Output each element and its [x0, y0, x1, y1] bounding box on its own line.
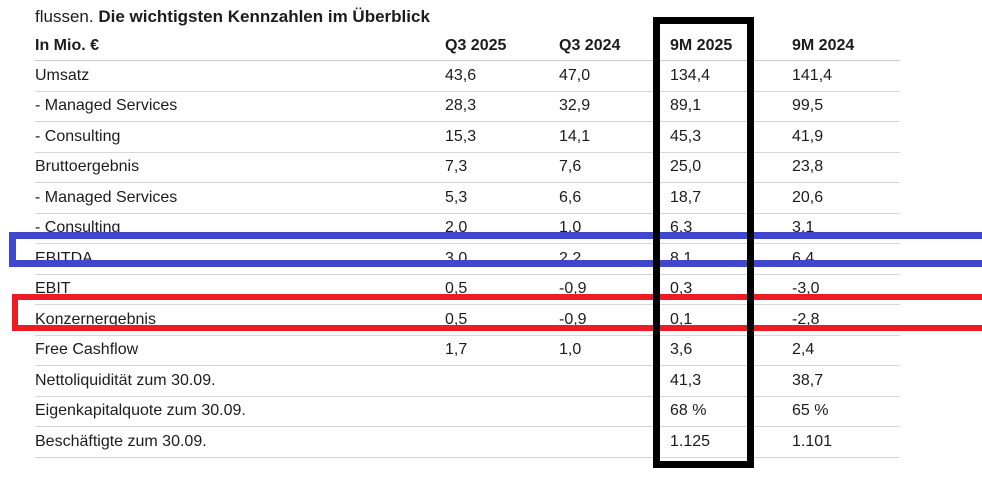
row-label: - Managed Services — [35, 97, 178, 115]
cell-value: 2,2 — [559, 249, 582, 267]
cell-value: 15,3 — [445, 127, 477, 145]
column-header-q3-2025: Q3 2025 — [445, 37, 507, 54]
column-header-9m-2024: 9M 2024 — [792, 37, 855, 54]
table-row: Nettoliquidität zum 30.09. 41,3 38,7 — [35, 366, 900, 397]
table-heading: Die wichtigsten Kennzahlen im Überblick — [98, 7, 430, 26]
table-body: Umsatz 43,6 47,0 134,4 141,4 - Managed Servic… — [35, 61, 900, 458]
cell-value: 6,4 — [792, 249, 815, 267]
row-label: Free Cashflow — [35, 341, 139, 359]
cell-value: 0,3 — [670, 280, 693, 298]
cell-value: 1.101 — [792, 432, 833, 450]
table-row: - Consulting 15,3 14,1 45,3 41,9 — [35, 122, 900, 153]
table-header-row: In Mio. € Q3 2025 Q3 2024 9M 2025 9M 202… — [35, 32, 900, 61]
table-row: Konzernergebnis 0,5 -0,9 0,1 -2,8 — [35, 305, 900, 336]
table-row: Eigenkapitalquote zum 30.09. 68 % 65 % — [35, 397, 900, 427]
column-header-9m-2025: 9M 2025 — [670, 37, 733, 54]
cell-value: 28,3 — [445, 97, 477, 115]
cell-value: 20,6 — [792, 188, 824, 206]
cell-value: 43,6 — [445, 66, 477, 84]
row-label: Bruttoergebnis — [35, 158, 140, 176]
row-label: EBIT — [35, 280, 71, 298]
cell-value: 89,1 — [670, 97, 702, 115]
cell-value: 141,4 — [792, 66, 833, 84]
cell-value: 47,0 — [559, 66, 591, 84]
cell-value: 41,3 — [670, 371, 702, 389]
kpi-table: In Mio. € Q3 2025 Q3 2024 9M 2025 9M 202… — [35, 32, 900, 458]
cell-value: 38,7 — [792, 371, 824, 389]
cell-value: 7,6 — [559, 158, 582, 176]
cell-value: -0,9 — [559, 310, 587, 328]
cell-value: 1.125 — [670, 432, 711, 450]
row-label: - Consulting — [35, 219, 121, 237]
row-label: Umsatz — [35, 66, 90, 84]
cell-value: 1,7 — [445, 341, 468, 359]
table-row: Beschäftigte zum 30.09. 1.125 1.101 — [35, 427, 900, 458]
cell-value: -3,0 — [792, 280, 820, 298]
cell-value: 41,9 — [792, 127, 824, 145]
preceding-text-fragment: flussen. — [35, 7, 94, 26]
table-row: Free Cashflow 1,7 1,0 3,6 2,4 — [35, 336, 900, 366]
section-title: flussen. Die wichtigsten Kennzahlen im Ü… — [35, 6, 430, 28]
cell-value: 6,3 — [670, 219, 693, 237]
cell-value: 23,8 — [792, 158, 824, 176]
table-row: EBIT 0,5 -0,9 0,3 -3,0 — [35, 275, 900, 305]
table-row: EBITDA 3,0 2,2 8,1 6,4 — [35, 244, 900, 275]
cell-value: 2,0 — [445, 219, 468, 237]
column-header-q3-2024: Q3 2024 — [559, 37, 621, 54]
row-label: - Managed Services — [35, 188, 178, 206]
row-label: Konzernergebnis — [35, 310, 156, 328]
row-label: Beschäftigte zum 30.09. — [35, 432, 207, 450]
cell-value: 0,5 — [445, 280, 468, 298]
cell-value: 7,3 — [445, 158, 468, 176]
row-label: - Consulting — [35, 127, 121, 145]
cell-value: 0,1 — [670, 310, 693, 328]
cell-value: 65 % — [792, 402, 829, 420]
cell-value: 18,7 — [670, 188, 702, 206]
cell-value: 0,5 — [445, 310, 468, 328]
cell-value: 2,4 — [792, 341, 815, 359]
cell-value: 45,3 — [670, 127, 702, 145]
table-row: - Managed Services 28,3 32,9 89,1 99,5 — [35, 92, 900, 122]
row-label: Eigenkapitalquote zum 30.09. — [35, 402, 246, 420]
cell-value: 25,0 — [670, 158, 702, 176]
table-row: - Consulting 2,0 1,0 6,3 3,1 — [35, 214, 900, 244]
row-label: Nettoliquidität zum 30.09. — [35, 371, 216, 389]
cell-value: 1,0 — [559, 219, 582, 237]
cell-value: 5,3 — [445, 188, 468, 206]
cell-value: -2,8 — [792, 310, 820, 328]
table-row: Bruttoergebnis 7,3 7,6 25,0 23,8 — [35, 153, 900, 183]
cell-value: -0,9 — [559, 280, 587, 298]
cell-value: 8,1 — [670, 249, 693, 267]
cell-value: 3,1 — [792, 219, 815, 237]
table-row: - Managed Services 5,3 6,6 18,7 20,6 — [35, 183, 900, 214]
row-label: EBITDA — [35, 249, 93, 267]
cell-value: 99,5 — [792, 97, 824, 115]
cell-value: 14,1 — [559, 127, 591, 145]
unit-label: In Mio. € — [35, 37, 99, 54]
cell-value: 32,9 — [559, 97, 591, 115]
cell-value: 1,0 — [559, 341, 582, 359]
cell-value: 3,0 — [445, 249, 468, 267]
cell-value: 134,4 — [670, 66, 711, 84]
cell-value: 68 % — [670, 402, 707, 420]
table-row: Umsatz 43,6 47,0 134,4 141,4 — [35, 61, 900, 92]
cell-value: 3,6 — [670, 341, 693, 359]
cell-value: 6,6 — [559, 188, 582, 206]
